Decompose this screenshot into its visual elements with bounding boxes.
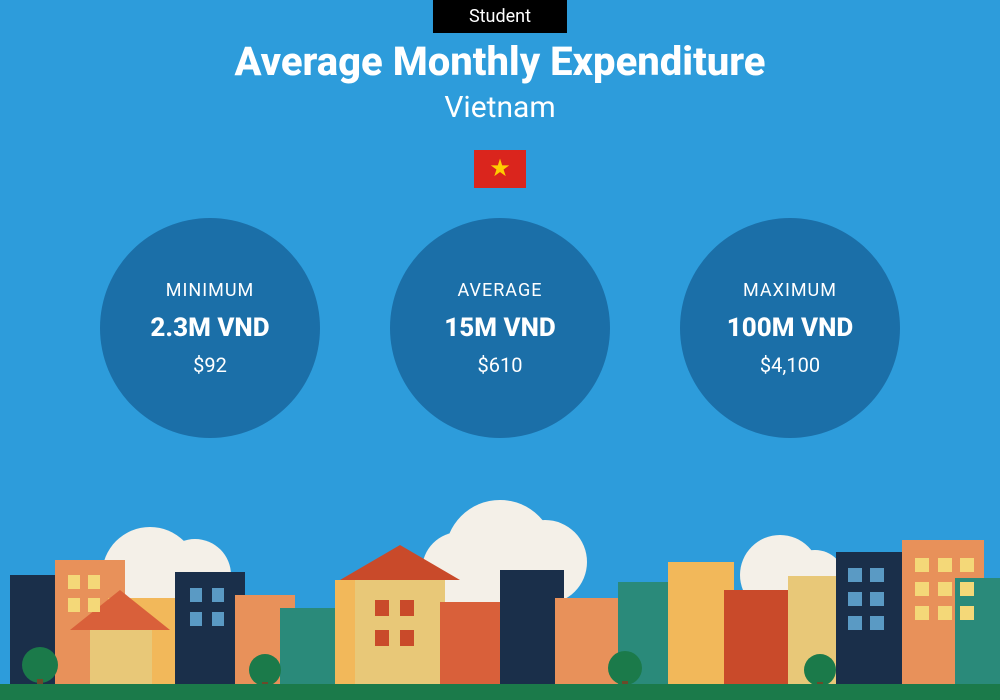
badge-text: Student <box>469 6 531 27</box>
stat-usd: $4,100 <box>760 353 820 377</box>
vietnam-flag-icon: ★ <box>474 150 526 188</box>
stat-usd: $92 <box>193 353 227 377</box>
stat-value: 2.3M VND <box>150 313 269 343</box>
flag-star-icon: ★ <box>489 156 511 180</box>
stat-average: AVERAGE 15M VND $610 <box>390 218 610 438</box>
stat-value: 100M VND <box>727 313 853 343</box>
stat-usd: $610 <box>478 353 523 377</box>
category-badge: Student <box>433 0 567 33</box>
cityscape-illustration <box>0 480 1000 700</box>
stat-label: MINIMUM <box>166 280 254 301</box>
stats-row: MINIMUM 2.3M VND $92 AVERAGE 15M VND $61… <box>0 218 1000 438</box>
stat-label: AVERAGE <box>458 280 543 301</box>
stat-maximum: MAXIMUM 100M VND $4,100 <box>680 218 900 438</box>
stat-minimum: MINIMUM 2.3M VND $92 <box>100 218 320 438</box>
country-subtitle: Vietnam <box>0 90 1000 125</box>
main-title: Average Monthly Expenditure <box>0 38 1000 85</box>
infographic-canvas: Student Average Monthly Expenditure Viet… <box>0 0 1000 700</box>
stat-value: 15M VND <box>444 313 556 343</box>
stat-label: MAXIMUM <box>743 280 837 301</box>
